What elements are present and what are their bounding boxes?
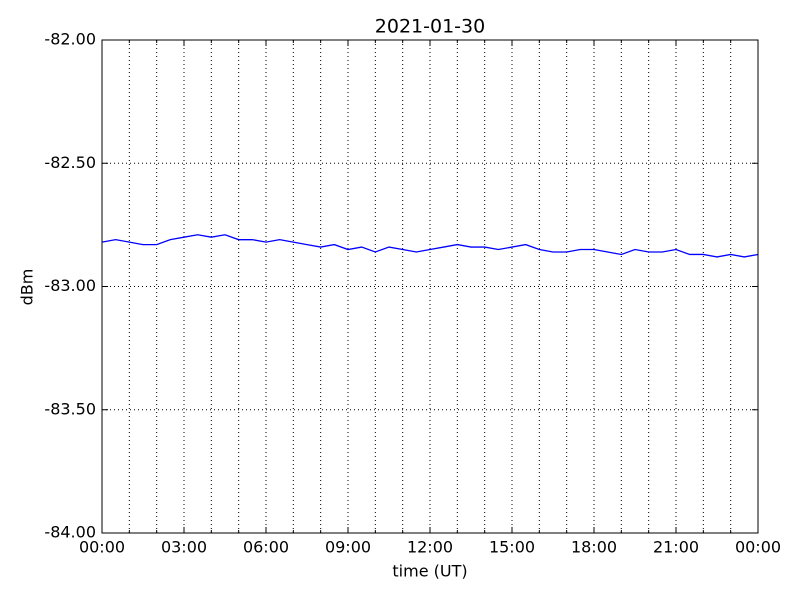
x-tick-label: 21:00 <box>653 538 699 557</box>
x-tick-label: 06:00 <box>243 538 289 557</box>
x-tick-label: 12:00 <box>407 538 453 557</box>
x-tick-label: 09:00 <box>325 538 371 557</box>
y-axis-label: dBm <box>18 269 37 306</box>
chart-title: 2021-01-30 <box>375 16 485 38</box>
x-tick-label: 00:00 <box>79 538 125 557</box>
data-line <box>101 234 759 258</box>
x-tick-label: 03:00 <box>161 538 207 557</box>
x-tick-label: 00:00 <box>735 538 781 557</box>
y-tick-label: -82.50 <box>44 153 96 172</box>
y-tick-label: -84.00 <box>44 523 96 542</box>
x-tick-label: 18:00 <box>571 538 617 557</box>
x-tick-label: 15:00 <box>489 538 535 557</box>
x-axis-label: time (UT) <box>392 562 467 581</box>
y-tick-label: -83.00 <box>44 276 96 295</box>
y-tick-label: -83.50 <box>44 399 96 418</box>
y-tick-label: -82.00 <box>44 30 96 49</box>
plot-frame <box>101 39 759 534</box>
